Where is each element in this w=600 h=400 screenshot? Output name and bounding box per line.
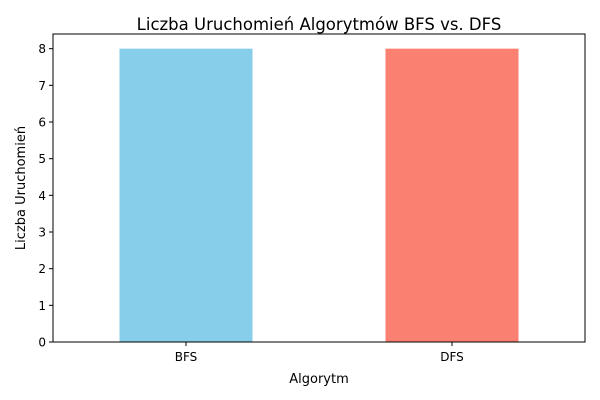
x-tick-label: DFS — [440, 350, 464, 364]
y-tick-label: 6 — [38, 116, 46, 130]
y-tick-label: 4 — [38, 189, 46, 203]
y-tick-label: 1 — [38, 299, 46, 313]
y-tick-label: 8 — [38, 42, 46, 56]
y-tick-label: 7 — [38, 79, 46, 93]
y-axis: 0 1 2 3 4 5 6 7 8 — [38, 42, 53, 350]
y-tick-label: 3 — [38, 226, 46, 240]
bars-group — [119, 48, 519, 343]
y-tick-label: 5 — [38, 152, 46, 166]
bar-bfs — [119, 48, 253, 343]
plot-frame — [52, 33, 586, 343]
y-tick-label: 2 — [38, 262, 46, 276]
x-axis-label: Algorytm — [289, 372, 349, 387]
y-axis-label: Liczba Uruchomień — [14, 126, 29, 250]
x-tick-label: BFS — [175, 350, 198, 364]
x-axis: BFS DFS — [175, 342, 464, 364]
chart-title: Liczba Uruchomień Algorytmów BFS vs. DFS — [137, 15, 502, 34]
bar-dfs — [385, 48, 519, 343]
y-tick-label: 0 — [38, 336, 46, 350]
